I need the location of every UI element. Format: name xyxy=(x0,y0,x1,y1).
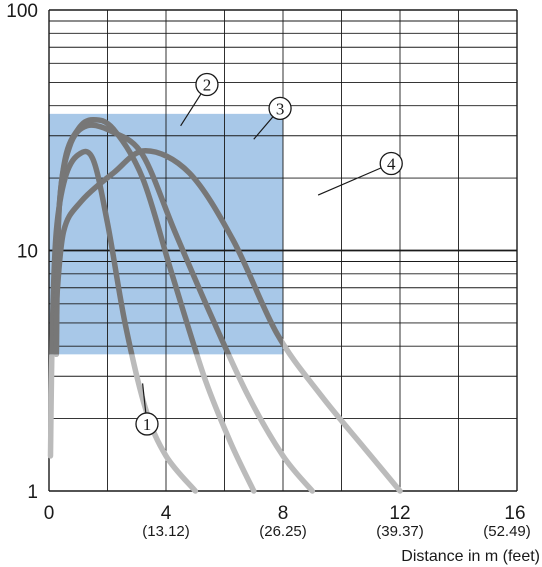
x-axis-label: Distance in m (feet) xyxy=(401,548,540,565)
callout-number: 4 xyxy=(387,155,396,174)
x-tick-label: 12 xyxy=(389,503,410,524)
series-curves xyxy=(47,116,403,494)
x-tick-labels: 0 4(13.12) 8(26.25) 12(39.37) 16(52.49) xyxy=(44,503,531,540)
callout-circle xyxy=(379,151,403,176)
x-tick-label: 0 xyxy=(44,503,55,524)
callout-number: 2 xyxy=(203,76,212,95)
x-tick-label: 16 xyxy=(504,503,525,524)
callout-1: 1 xyxy=(135,383,159,436)
series-curve-3-inner xyxy=(53,122,232,355)
callout-circle xyxy=(195,72,219,97)
callout-circle xyxy=(135,412,159,436)
callout-leader xyxy=(317,167,382,196)
x-tick-sublabel: (52.49) xyxy=(483,523,531,540)
y-tick-label: 100 xyxy=(6,1,38,22)
x-tick-label: 8 xyxy=(278,503,289,524)
callout-leader xyxy=(142,383,147,414)
callout-circle xyxy=(268,96,292,120)
y-tick-labels: 1 10 100 xyxy=(6,1,38,503)
grid xyxy=(48,9,518,492)
x-tick-sublabel: (39.37) xyxy=(376,523,424,540)
y-tick-label: 1 xyxy=(27,482,38,503)
y-tick-label: 10 xyxy=(17,242,38,263)
callout-4: 4 xyxy=(317,151,403,196)
x-tick-sublabel: (13.12) xyxy=(142,523,190,540)
series-curve-1-inner xyxy=(49,148,135,355)
x-tick-label: 4 xyxy=(161,503,172,524)
x-tick-sublabel: (26.25) xyxy=(259,523,307,540)
callout-leader xyxy=(253,116,274,140)
callout-number: 3 xyxy=(276,99,285,118)
series-curve-4-inner xyxy=(53,147,283,349)
callout-leader xyxy=(180,93,202,127)
callout-3: 3 xyxy=(253,96,292,140)
callout-number: 1 xyxy=(143,415,152,434)
series-callouts: 1 2 3 4 xyxy=(135,72,403,436)
callout-2: 2 xyxy=(180,72,219,127)
